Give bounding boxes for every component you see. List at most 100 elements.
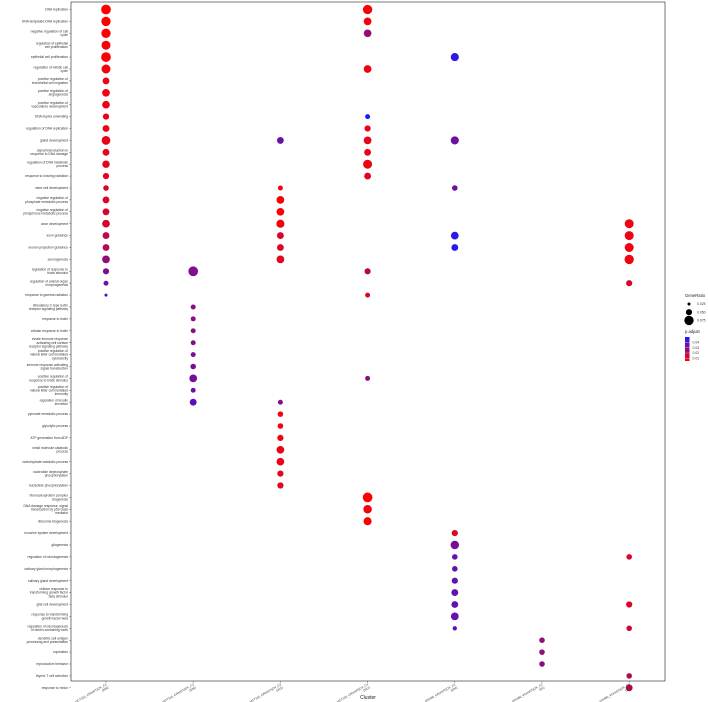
data-point xyxy=(188,266,199,277)
data-point xyxy=(450,231,459,240)
data-point xyxy=(363,17,372,26)
y-tick-label: regulation of mitotic cell cycle xyxy=(34,65,69,73)
data-point xyxy=(363,505,372,514)
p-adjust-legend-title: p.adjust xyxy=(685,329,701,334)
data-point xyxy=(452,566,458,572)
data-point xyxy=(451,244,459,251)
p-adjust-colorbar xyxy=(685,337,690,361)
data-point xyxy=(102,219,110,228)
data-point xyxy=(276,244,284,251)
p-adjust-legend-label: 0.02 xyxy=(693,351,700,355)
data-point xyxy=(102,208,110,216)
x-axis-label: Cluster xyxy=(360,695,376,701)
data-point xyxy=(101,4,111,15)
data-point xyxy=(101,52,111,62)
data-point xyxy=(364,125,371,132)
data-point xyxy=(103,280,109,286)
data-point xyxy=(626,601,633,608)
x-tick-label: SW480_KOchNT(OX_C2(63) xyxy=(511,682,545,702)
data-point xyxy=(451,601,459,608)
data-point xyxy=(190,328,196,334)
data-point xyxy=(103,185,109,191)
y-tick-label: pyruvate metabolic process xyxy=(28,412,68,416)
y-tick-label: negative regulation of cell cycle xyxy=(31,30,69,38)
data-point xyxy=(190,340,196,346)
data-point xyxy=(626,625,632,632)
y-tick-label: thymic T cell selection xyxy=(36,674,68,678)
y-tick-label: axonogenesis xyxy=(48,258,69,262)
p-adjust-legend-label: 0.03 xyxy=(693,346,700,350)
data-point xyxy=(452,185,458,191)
data-point xyxy=(190,304,196,310)
y-tick-label: nucleotide dephosphate phosphorylation xyxy=(33,470,68,478)
data-point xyxy=(102,148,110,156)
data-point xyxy=(276,255,285,264)
data-point xyxy=(450,53,459,62)
y-tick-label: salivary gland morphogenesis xyxy=(24,567,68,571)
data-point xyxy=(102,100,110,109)
data-point xyxy=(363,136,372,145)
y-tick-label: reproductive behavior xyxy=(36,662,69,666)
data-point xyxy=(102,268,110,275)
plot-panel xyxy=(70,1,666,682)
data-point xyxy=(276,457,285,466)
data-point xyxy=(102,113,110,120)
y-tick-label: positive regulation of natural killer cel… xyxy=(30,349,68,360)
y-tick-label: ATP generation from ADP xyxy=(30,436,68,440)
data-point xyxy=(363,159,373,169)
data-point xyxy=(102,196,110,204)
y-tick-label: positive regulation of vasculature develo… xyxy=(31,101,68,109)
data-point xyxy=(104,293,108,297)
y-tick-label: carbohydrate catabolic process xyxy=(22,460,68,464)
data-point xyxy=(190,363,196,370)
data-point xyxy=(277,434,284,441)
gene-ratio-legend-dot xyxy=(684,315,694,326)
y-tick-label: regulation of animal organ morphogenesis xyxy=(30,280,68,288)
data-point xyxy=(450,540,460,550)
y-tick-label: response to lectin xyxy=(42,317,68,321)
y-tick-label: positive regulation of natural killer cel… xyxy=(30,385,68,396)
data-point xyxy=(101,16,111,27)
data-point xyxy=(102,160,110,168)
gene-ratio-legend-label: 0.075 xyxy=(697,319,706,323)
data-point xyxy=(624,254,634,265)
data-point xyxy=(364,172,372,180)
p-adjust-legend-ticks: 0.040.030.02 0.01 xyxy=(685,341,699,361)
data-point xyxy=(190,387,196,393)
p-adjust-legend-label: 0.04 xyxy=(693,341,700,345)
data-point xyxy=(276,207,285,216)
data-points xyxy=(101,4,634,692)
data-point xyxy=(190,352,196,358)
y-tick-label: positive regulation of endothelial cell m… xyxy=(32,77,68,85)
data-point xyxy=(451,577,458,584)
data-point xyxy=(362,492,373,503)
data-point xyxy=(189,374,198,383)
y-tick-label: signal transduction in response to DNA da… xyxy=(30,149,68,157)
data-point xyxy=(625,684,633,692)
data-point xyxy=(102,125,110,132)
data-point xyxy=(102,232,110,240)
data-point xyxy=(277,482,284,489)
y-tick-label: response to transforming growth factor be… xyxy=(32,613,69,621)
data-point xyxy=(102,255,110,264)
data-point xyxy=(101,64,111,74)
y-tick-label: cellular response to transforming growth … xyxy=(30,587,69,598)
gene-ratio-legend-dot xyxy=(687,302,691,306)
data-point xyxy=(450,612,459,621)
data-point xyxy=(624,231,634,241)
data-point xyxy=(101,28,111,38)
y-tick-label: gland development xyxy=(40,139,68,143)
y-tick-label: epithelial cell proliferation xyxy=(31,55,68,59)
y-tick-label: response to redox xyxy=(42,686,69,690)
gene-ratio-legend-title: GeneRatio xyxy=(685,293,706,298)
data-point xyxy=(539,649,545,655)
y-tick-label: glycolytic process xyxy=(42,424,68,428)
y-tick-label: gliogenesis xyxy=(52,543,69,547)
y-tick-label: nucleotide phosphorylation xyxy=(29,484,68,488)
p-adjust-legend-label: 0.01 xyxy=(693,357,700,361)
data-point xyxy=(101,40,111,50)
data-point xyxy=(101,136,111,145)
y-tick-label: negative regulation of phosphorus metabol… xyxy=(23,208,68,216)
y-tick-label: neuron projection guidance xyxy=(28,246,68,250)
y-tick-label: axon development xyxy=(41,222,68,226)
